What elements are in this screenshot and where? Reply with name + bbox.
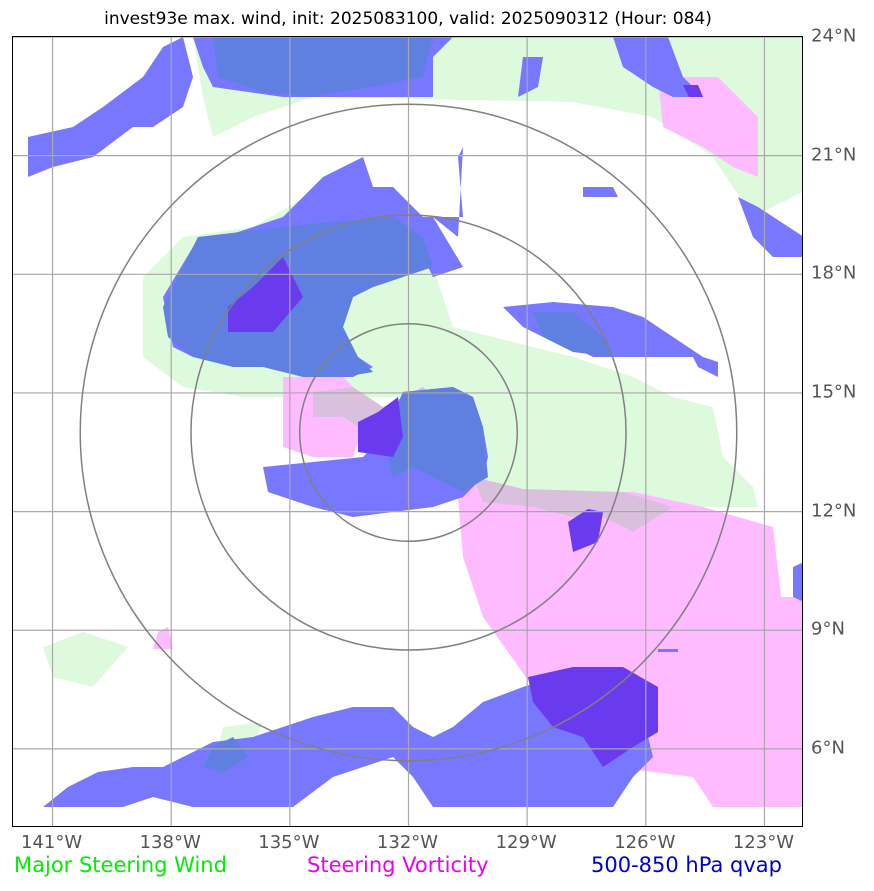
qvap-overlap-east xyxy=(533,312,613,357)
longitude-label: 141°W xyxy=(20,832,83,853)
longitude-label: 138°W xyxy=(139,832,201,853)
vorticity-area-southeast xyxy=(458,477,802,807)
legend-qvap: 500-850 hPa qvap xyxy=(591,853,782,877)
longitude-label: 126°W xyxy=(614,832,676,853)
latitude-label: 9°N xyxy=(811,618,845,640)
latitude-label: 15°N xyxy=(811,381,857,403)
qvap-overlap-center xyxy=(383,387,488,492)
longitude-label: 123°W xyxy=(732,832,795,853)
latitude-label: 21°N xyxy=(811,144,857,166)
qvap-overlap-north xyxy=(213,37,433,97)
qvap-area-north-small xyxy=(518,57,543,97)
qvap-high-area-west xyxy=(228,257,303,332)
longitude-label: 129°W xyxy=(495,832,557,853)
longitude-label: 135°W xyxy=(258,832,320,853)
legend-steering-wind: Major Steering Wind xyxy=(14,853,227,877)
steering-wind-area-west xyxy=(43,632,128,687)
legend-steering-vorticity: Steering Vorticity xyxy=(307,853,489,877)
gridlines xyxy=(13,37,802,826)
qvap-area-south xyxy=(43,677,653,807)
range-ring xyxy=(190,214,627,651)
longitude-label: 132°W xyxy=(376,832,439,853)
qvap-high-area-center xyxy=(358,397,403,457)
vorticity-area-small xyxy=(153,627,173,649)
vorticity-area-northeast xyxy=(658,77,758,177)
latitude-label: 18°N xyxy=(811,262,857,284)
qvap-area-far-east xyxy=(793,562,802,602)
qvap-area-southeast-small xyxy=(658,649,678,652)
qvap-area-east-edge xyxy=(738,197,802,257)
qvap-area-northeast xyxy=(613,37,703,97)
qvap-area-northeast-small xyxy=(583,187,618,197)
qvap-overlap-south xyxy=(203,737,248,772)
latitude-label: 12°N xyxy=(811,500,857,522)
latitude-label: 24°N xyxy=(811,25,857,47)
qvap-high-layer xyxy=(228,85,703,767)
latitude-label: 6°N xyxy=(811,737,845,759)
map-title: invest93e max. wind, init: 2025083100, v… xyxy=(104,9,712,29)
qvap-area-northwest xyxy=(28,37,193,177)
map-panel xyxy=(12,36,803,827)
map-canvas xyxy=(13,37,802,826)
qvap-high-area-northeast xyxy=(683,85,703,97)
range-rings xyxy=(79,103,738,762)
overlap-area-east xyxy=(473,477,673,532)
qvap-high-area-south xyxy=(528,667,658,767)
range-ring xyxy=(79,103,738,762)
qvap-high-area-east xyxy=(568,509,603,552)
range-ring xyxy=(298,322,519,543)
